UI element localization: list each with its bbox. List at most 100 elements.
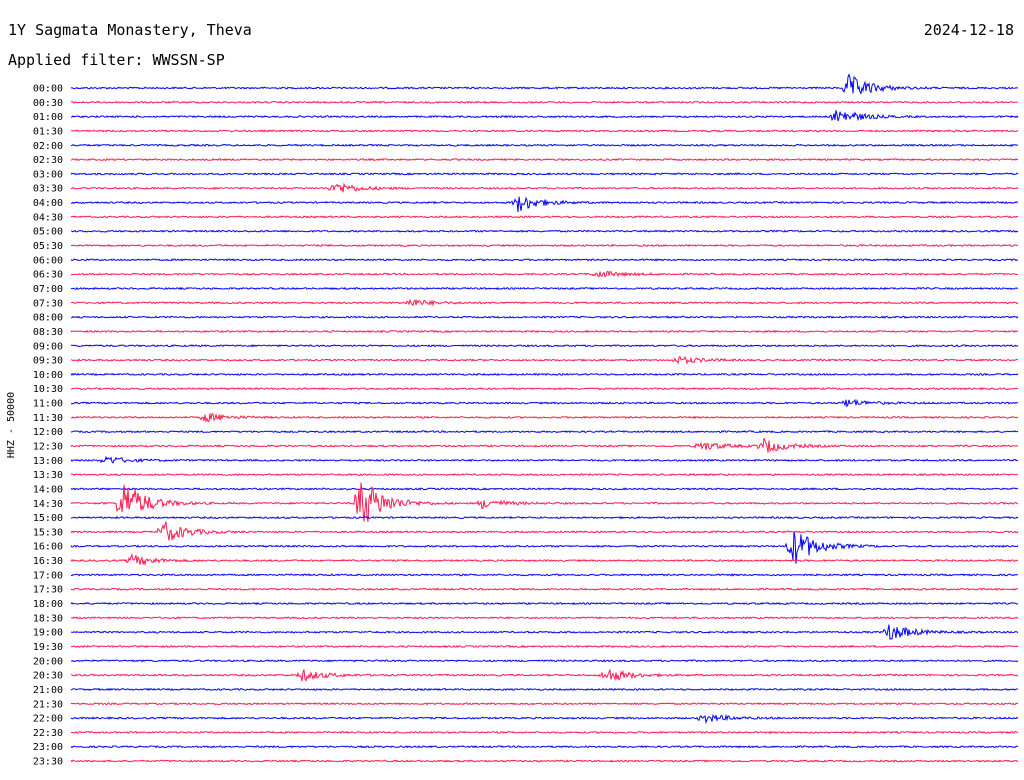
- trace-row: [70, 531, 1019, 564]
- row-time-label: 07:30: [33, 298, 63, 309]
- trace-row: [70, 372, 1019, 376]
- trace-row: [70, 157, 1019, 162]
- row-time-label: 17:30: [33, 585, 63, 596]
- trace-row: [70, 258, 1019, 262]
- trace-row: [70, 386, 1019, 391]
- trace-row: [70, 100, 1019, 104]
- trace-row: [70, 624, 1019, 640]
- trace-row: [70, 552, 1019, 567]
- trace-row: [70, 482, 1019, 522]
- trace-row: [70, 286, 1019, 291]
- row-time-label: 23:00: [33, 742, 63, 753]
- trace-group: [70, 73, 1019, 763]
- row-time-label: 02:00: [33, 141, 63, 152]
- trace-row: [70, 172, 1019, 176]
- trace-row: [70, 713, 1019, 725]
- row-time-label: 23:30: [33, 757, 63, 768]
- time-labels: 00:00 00:30 01:00 01:30 02:00 02:30 03:00 03:30…: [33, 84, 63, 768]
- row-time-label: 05:30: [33, 241, 63, 252]
- row-time-label: 13:00: [33, 456, 63, 467]
- y-axis-label: HHZ - 50000: [6, 392, 17, 458]
- trace-row: [70, 702, 1019, 706]
- trace-row: [70, 521, 1019, 541]
- row-time-label: 22:30: [33, 728, 63, 739]
- row-time-label: 13:30: [33, 470, 63, 481]
- trace-row: [70, 344, 1019, 348]
- row-time-label: 08:30: [33, 327, 63, 338]
- row-time-label: 06:00: [33, 255, 63, 266]
- row-time-label: 18:30: [33, 613, 63, 624]
- row-time-label: 01:30: [33, 126, 63, 137]
- trace-row: [70, 398, 1019, 408]
- row-time-label: 21:30: [33, 699, 63, 710]
- row-time-label: 10:30: [33, 384, 63, 395]
- date-label: 2024-12-18: [923, 21, 1014, 39]
- row-time-label: 09:00: [33, 341, 63, 352]
- trace-row: [70, 229, 1019, 233]
- trace-row: [70, 243, 1019, 248]
- row-time-label: 02:30: [33, 155, 63, 166]
- row-time-label: 12:30: [33, 442, 63, 453]
- trace-row: [70, 455, 1019, 464]
- row-time-label: 03:30: [33, 184, 63, 195]
- row-time-label: 00:00: [33, 84, 63, 95]
- trace-row: [70, 110, 1019, 122]
- row-time-label: 15:00: [33, 513, 63, 524]
- trace-row: [70, 196, 1019, 213]
- row-time-label: 15:30: [33, 527, 63, 538]
- row-time-label: 16:30: [33, 556, 63, 567]
- trace-row: [70, 473, 1019, 477]
- filter-label: Applied filter: WWSSN-SP: [8, 51, 225, 69]
- row-time-label: 03:00: [33, 169, 63, 180]
- trace-row: [70, 730, 1019, 735]
- trace-row: [70, 329, 1019, 334]
- station-title: 1Y Sagmata Monastery, Theva: [8, 21, 252, 39]
- row-time-label: 07:00: [33, 284, 63, 295]
- row-time-label: 10:00: [33, 370, 63, 381]
- trace-row: [70, 687, 1018, 692]
- trace-row: [70, 413, 1019, 423]
- trace-row: [70, 745, 1019, 749]
- row-time-label: 05:00: [33, 227, 63, 238]
- row-time-label: 17:00: [33, 570, 63, 581]
- row-time-label: 16:00: [33, 542, 63, 553]
- trace-row: [70, 515, 1019, 520]
- trace-row: [70, 143, 1019, 147]
- row-time-label: 08:00: [33, 313, 63, 324]
- row-time-label: 06:30: [33, 270, 63, 281]
- trace-row: [70, 669, 1019, 682]
- row-time-label: 11:00: [33, 399, 63, 410]
- trace-row: [70, 129, 1019, 133]
- row-time-label: 22:00: [33, 714, 63, 725]
- row-time-label: 20:00: [33, 656, 63, 667]
- trace-row: [70, 616, 1019, 620]
- row-time-label: 19:30: [33, 642, 63, 653]
- trace-row: [70, 644, 1019, 649]
- row-time-label: 21:00: [33, 685, 63, 696]
- row-time-label: 20:30: [33, 671, 63, 682]
- row-time-label: 04:30: [33, 212, 63, 223]
- trace-row: [70, 587, 1019, 591]
- trace-row: [70, 215, 1019, 219]
- trace-row: [70, 601, 1019, 606]
- trace-row: [70, 298, 1019, 307]
- trace-row: [70, 759, 1019, 763]
- row-time-label: 18:00: [33, 599, 63, 610]
- trace-row: [70, 487, 1019, 491]
- trace-row: [70, 430, 1019, 434]
- trace-row: [70, 270, 1019, 278]
- row-time-label: 11:30: [33, 413, 63, 424]
- row-time-label: 14:30: [33, 499, 63, 510]
- row-time-label: 12:00: [33, 427, 63, 438]
- row-time-label: 01:00: [33, 112, 63, 123]
- row-time-label: 04:00: [33, 198, 63, 209]
- row-time-label: 19:00: [33, 628, 63, 639]
- trace-row: [71, 659, 1019, 663]
- trace-row: [70, 355, 1019, 365]
- row-time-label: 14:00: [33, 484, 63, 495]
- row-time-label: 00:30: [33, 98, 63, 109]
- trace-row: [71, 315, 1019, 319]
- row-time-label: 09:30: [33, 356, 63, 367]
- trace-row: [70, 73, 1019, 95]
